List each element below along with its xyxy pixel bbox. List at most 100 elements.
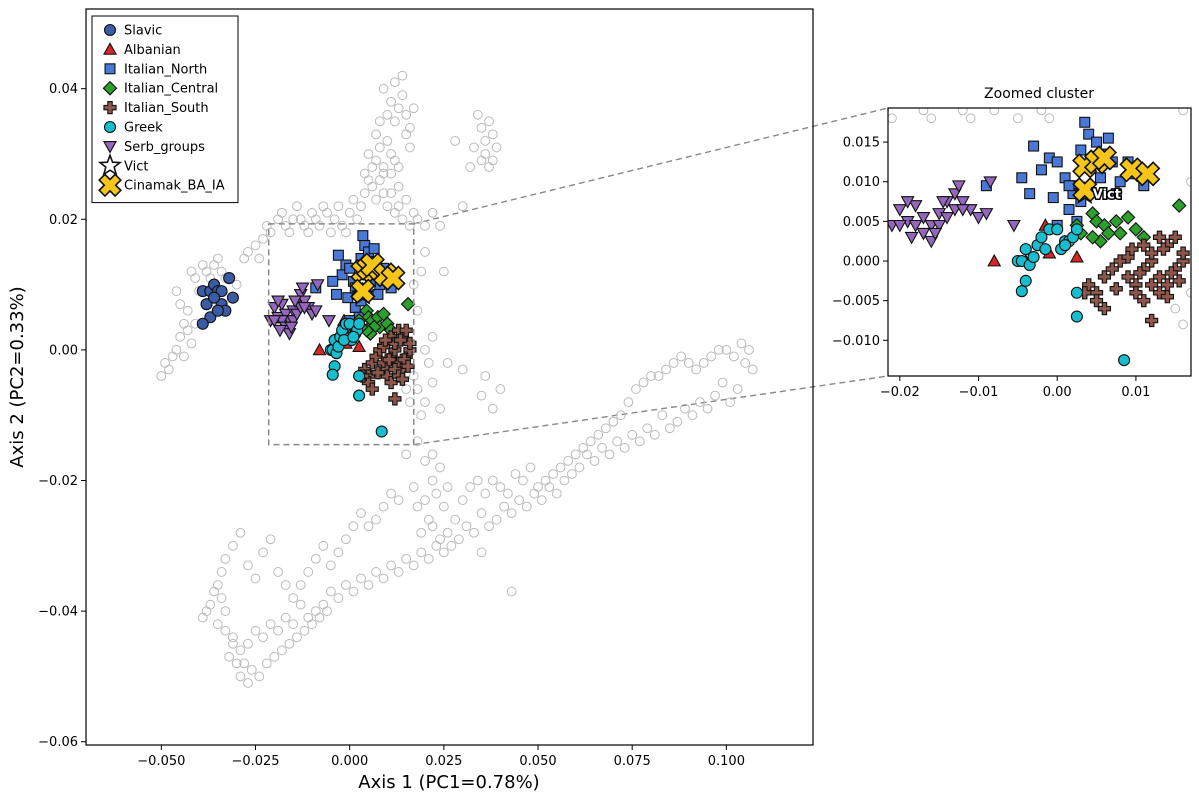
background-point xyxy=(680,403,690,414)
background-point xyxy=(378,83,389,94)
background-point xyxy=(401,129,412,140)
inset-italian-south-point xyxy=(1172,274,1186,288)
background-point xyxy=(623,397,634,408)
inset-y-tick-label: 0.005 xyxy=(843,215,880,230)
inset-background-point xyxy=(691,185,700,194)
inset-background-point xyxy=(825,653,834,662)
main-x-tick-label: −0.050 xyxy=(137,754,185,769)
inset-background-point xyxy=(832,637,841,646)
background-point xyxy=(480,488,491,499)
inset-italian-north-point xyxy=(1063,180,1075,192)
inset-italian-central-point xyxy=(1085,229,1101,245)
inset-series-points xyxy=(761,116,1190,367)
inset-background-point xyxy=(895,629,904,638)
inset-italian-south-point xyxy=(1097,270,1112,284)
legend-label-vict: Vict xyxy=(124,159,148,174)
background-point xyxy=(401,109,412,120)
background-point xyxy=(363,521,374,532)
inset-background-point xyxy=(1029,558,1038,567)
inset-italian-central-point xyxy=(1112,225,1128,241)
inset-slavic-point xyxy=(800,168,811,179)
background-point xyxy=(412,501,423,512)
greek-point xyxy=(347,330,360,343)
background-point xyxy=(525,462,536,473)
background-point xyxy=(521,501,532,512)
background-point xyxy=(393,103,404,114)
background-point xyxy=(325,227,336,238)
inset-italian-south-point xyxy=(1156,242,1171,256)
background-point xyxy=(615,410,626,421)
inset-background-point xyxy=(840,661,849,670)
inset-y-axis-ticks: −0.010 −0.005 0.000 0.005 0.010 0.015 xyxy=(832,136,888,349)
background-point xyxy=(423,358,434,368)
background-point xyxy=(220,625,231,636)
inset-background-point xyxy=(667,272,676,281)
background-point xyxy=(329,214,340,225)
background-point xyxy=(239,658,250,669)
legend-marker-albanian xyxy=(103,42,117,55)
inset-background-point xyxy=(911,90,920,99)
background-point xyxy=(653,371,664,381)
inset-background-point xyxy=(1092,542,1101,551)
background-point xyxy=(163,364,174,375)
inset-background-point xyxy=(1012,113,1023,124)
inset-background-point xyxy=(1171,510,1180,519)
background-point xyxy=(382,136,393,146)
main-x-tick-label: 0.075 xyxy=(614,754,651,769)
background-point xyxy=(389,155,400,166)
background-point xyxy=(333,201,344,212)
inset-greek-point xyxy=(1019,274,1032,287)
background-point xyxy=(280,580,291,590)
inset-slavic-point xyxy=(761,216,772,227)
inset-slavic-point xyxy=(776,184,787,195)
background-point xyxy=(209,586,219,597)
background-point xyxy=(386,488,397,499)
background-point xyxy=(386,168,397,179)
inset-background-point xyxy=(1061,471,1070,480)
background-point xyxy=(367,181,378,192)
background-point xyxy=(397,214,408,225)
background-point xyxy=(212,619,223,630)
inset-background-point xyxy=(872,502,881,511)
background-point xyxy=(288,593,299,603)
background-point xyxy=(717,377,728,388)
inset-italian-north-point xyxy=(1028,140,1040,152)
background-point xyxy=(502,488,513,499)
inset-background-point xyxy=(872,606,881,615)
inset-x-tick-label: −0.02 xyxy=(880,385,920,400)
inset-background-point xyxy=(872,122,881,131)
background-point xyxy=(374,116,385,127)
inset-background-point xyxy=(1124,447,1133,456)
background-point xyxy=(205,599,216,610)
inset-y-tick-label: −0.010 xyxy=(832,334,880,349)
background-point xyxy=(427,331,438,342)
background-point xyxy=(310,553,321,564)
inset-serb-groups-point xyxy=(983,176,998,189)
inset-background-point xyxy=(746,154,755,163)
background-point xyxy=(341,580,351,590)
background-point xyxy=(201,606,212,617)
background-point xyxy=(608,416,619,427)
background-point xyxy=(197,612,208,623)
background-point xyxy=(389,207,400,218)
inset-background-point xyxy=(801,629,810,638)
inset-greek-point xyxy=(1015,285,1028,298)
background-point xyxy=(265,227,276,238)
italian-north-point xyxy=(372,288,384,300)
background-point xyxy=(348,194,359,205)
background-point xyxy=(559,475,570,486)
background-point xyxy=(740,358,751,368)
background-point xyxy=(374,175,385,186)
background-point xyxy=(171,344,182,355)
legend-label-italian-north: Italian_North xyxy=(124,62,207,77)
background-point xyxy=(212,580,223,590)
background-point xyxy=(431,488,442,499)
background-point xyxy=(510,469,521,479)
inset-background-point xyxy=(950,98,959,107)
serb-groups-point xyxy=(297,295,312,309)
inset-background-point xyxy=(699,201,708,210)
inset-background-point xyxy=(1147,27,1156,36)
background-point xyxy=(491,142,502,153)
inset-background-point xyxy=(1147,90,1156,99)
background-point xyxy=(487,403,498,414)
